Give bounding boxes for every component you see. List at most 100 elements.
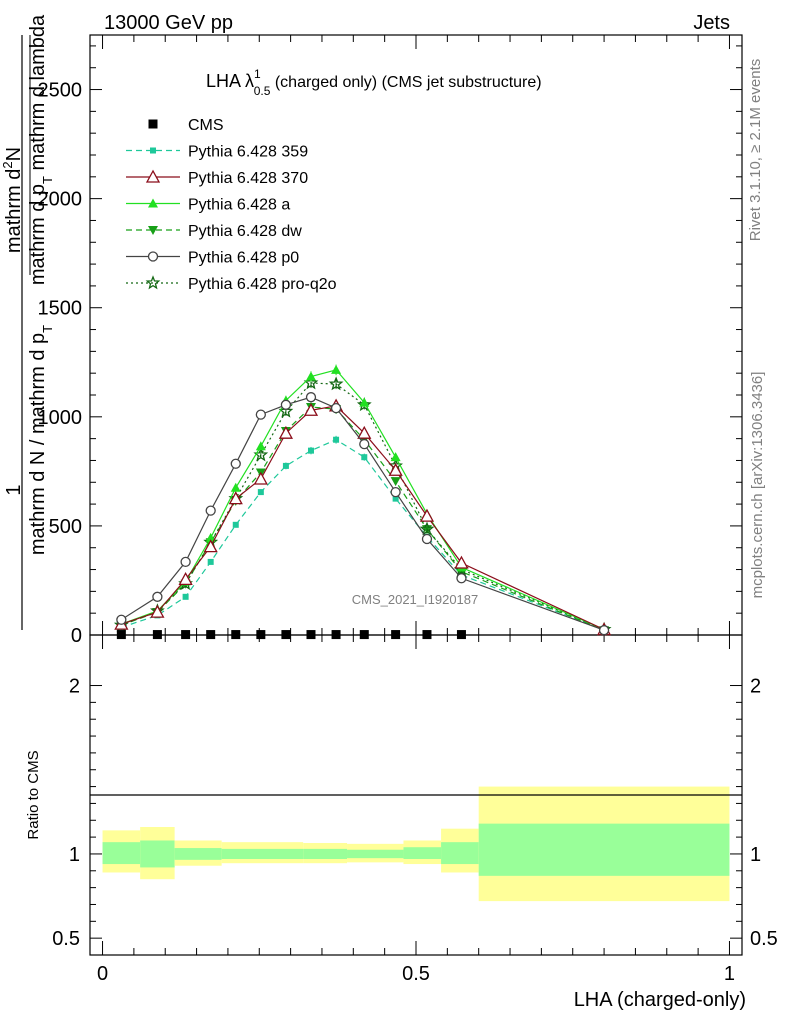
ratio-band-inner (403, 847, 442, 859)
point-p370 (150, 604, 165, 618)
point-pp0 (305, 392, 317, 403)
point-p370 (419, 508, 435, 522)
ratio-y-tick-label-right: 2 (750, 676, 761, 698)
series-line-pq2o (121, 382, 605, 631)
legend-marker-pdw (148, 226, 158, 235)
point-p359 (282, 462, 289, 469)
point-cms (116, 630, 126, 640)
point-cms (331, 630, 341, 640)
ratio-band-inner (102, 842, 141, 865)
point-pa (205, 532, 216, 542)
point-p359 (182, 593, 189, 600)
ratio-band-inner (140, 840, 175, 868)
point-pp0 (456, 573, 467, 584)
plot-title: LHA λ1 0.5 (charged only) (CMS jet substr… (206, 67, 542, 98)
legend-marker-p359 (150, 147, 156, 154)
point-p370 (303, 402, 319, 416)
ratio-ylabel: Ratio to CMS (25, 750, 42, 839)
analysis-watermark: CMS_2021_I1920187 (352, 592, 479, 607)
point-cms (422, 630, 432, 640)
ratio-band-inner (174, 848, 222, 860)
point-pp0 (255, 409, 266, 420)
header-energy: 13000 GeV pp (104, 12, 233, 34)
ylabel-inner-numerator: mathrm d2N (0, 147, 25, 253)
legend-marker-pp0 (147, 251, 159, 262)
legend-entry-p359: Pythia 6.428 359 (126, 144, 308, 161)
legend-label: Pythia 6.428 pro-q2o (188, 276, 337, 293)
ylabel-denominator: mathrm d N / mathrm d pT (27, 325, 55, 555)
legend-entry-pdw: Pythia 6.428 dw (126, 223, 302, 240)
ratio-band-inner (221, 848, 304, 859)
legend-label: Pythia 6.428 a (188, 197, 290, 214)
series-line-pp0 (120, 396, 605, 631)
legend-label: Pythia 6.428 359 (188, 144, 308, 161)
main-ylabel: 1 mathrm d N / mathrm d pT mathrm d2N ma… (0, 14, 55, 630)
point-cms (256, 630, 266, 640)
legend-marker-pa (148, 198, 158, 208)
ratio-band-inner (478, 823, 730, 876)
x-axis-label: LHA (charged-only) (574, 989, 746, 1011)
point-p359 (232, 521, 239, 528)
point-pp0 (180, 556, 191, 568)
point-p359 (307, 447, 314, 454)
point-pq2o (328, 376, 344, 391)
series-cms (116, 630, 466, 640)
ratio-y-tick-label: 0.5 (52, 928, 80, 950)
point-p370 (278, 425, 294, 439)
point-cms (391, 630, 401, 640)
legend-marker-p370 (145, 169, 161, 183)
mcplots-label: mcplots.cern.ch [arXiv:1306.3436] (749, 372, 766, 599)
point-cms (281, 630, 291, 640)
y-tick-label: 2500 (38, 80, 83, 102)
point-p370 (203, 539, 218, 553)
point-cms (359, 630, 369, 640)
point-pp0 (330, 402, 342, 414)
point-pp0 (280, 399, 292, 410)
point-pa (230, 482, 241, 492)
point-pp0 (205, 505, 216, 516)
point-pa (359, 397, 370, 407)
point-p370 (178, 572, 193, 586)
legend-entry-pp0: Pythia 6.428 p0 (126, 250, 299, 267)
point-pp0 (421, 533, 433, 545)
series-pp0 (116, 392, 610, 636)
point-p359 (333, 436, 340, 443)
ratio-y-tick-label: 1 (69, 844, 80, 866)
point-p370 (454, 555, 469, 569)
legend-label: Pythia 6.428 370 (188, 170, 308, 187)
series-layer (113, 364, 612, 640)
point-pp0 (598, 625, 610, 636)
series-p370 (114, 398, 612, 636)
point-pp0 (359, 438, 370, 450)
legend-label: CMS (188, 117, 224, 134)
point-p370 (228, 491, 243, 505)
point-p359 (207, 558, 214, 565)
legend-entry-cms: CMS (148, 117, 224, 134)
legend-label: Pythia 6.428 p0 (188, 250, 299, 267)
point-cms (206, 630, 216, 640)
ylabel-inner-denominator: mathrm d pT mathrm d lambda (27, 14, 55, 285)
ratio-band-inner (347, 849, 404, 859)
point-cms (231, 630, 241, 640)
point-cms (152, 630, 162, 640)
y-tick-label: 1500 (38, 298, 83, 320)
y-tick-label: 2000 (38, 189, 83, 211)
ratio-y-tick-label-right: 0.5 (750, 928, 778, 950)
point-pdw (390, 477, 401, 487)
y-tick-label: 0 (71, 625, 82, 647)
point-p370 (357, 425, 372, 439)
ratio-y-tick-label-right: 1 (750, 844, 761, 866)
rivet-label: Rivet 3.1.10, ≥ 2.1M events (747, 59, 764, 242)
point-pp0 (116, 614, 127, 625)
ratio-y-tick-label: 2 (69, 676, 80, 698)
point-p370 (388, 462, 403, 476)
ratio-uncertainty-bands (102, 786, 730, 902)
series-line-p370 (121, 405, 605, 631)
point-pq2o (419, 521, 435, 536)
point-pa (390, 452, 401, 462)
ratio-band-inner (303, 848, 348, 859)
legend-entry-pq2o: Pythia 6.428 pro-q2o (126, 275, 337, 293)
point-pa (331, 364, 342, 374)
point-pp0 (230, 458, 241, 469)
header-process: Jets (693, 12, 730, 34)
